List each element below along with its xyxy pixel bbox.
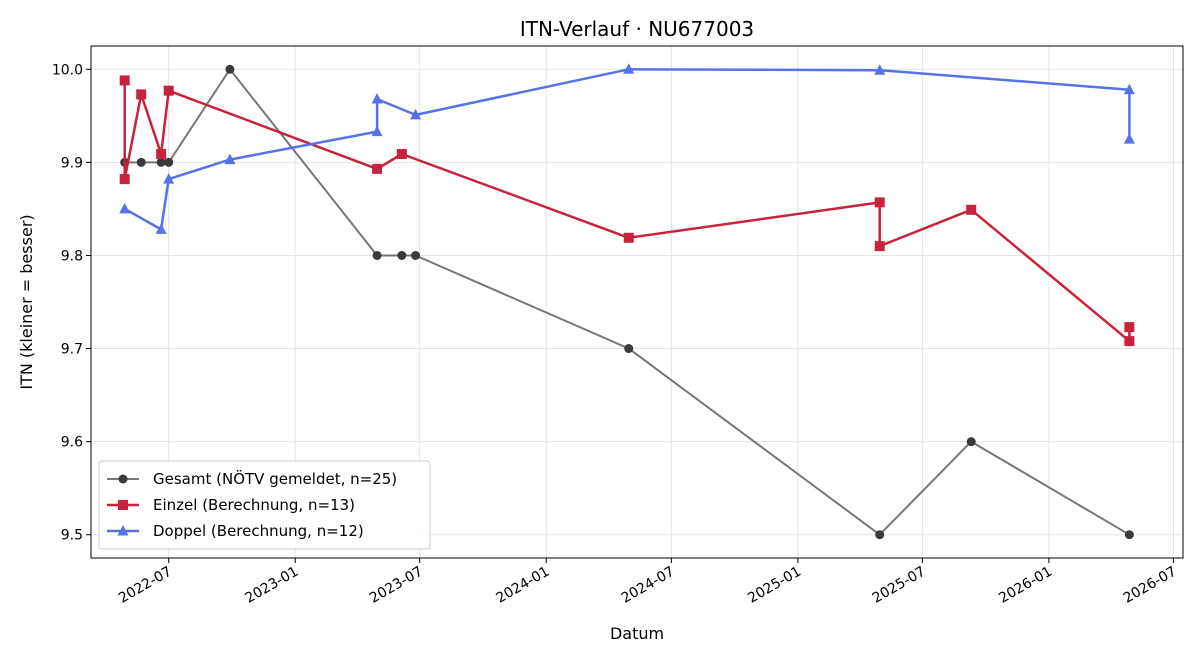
legend-box xyxy=(98,460,431,550)
y-tick-label: 9.8 xyxy=(61,248,83,264)
data-point xyxy=(966,204,977,215)
legend-label: Doppel (Berechnung, n=12) xyxy=(153,522,364,540)
data-point xyxy=(1124,530,1134,540)
series-triangle xyxy=(119,63,1135,234)
x-tick-label: 2025-01 xyxy=(745,564,804,607)
data-point xyxy=(224,153,236,165)
x-tick-label: 2024-07 xyxy=(619,564,678,607)
series-square xyxy=(119,75,1135,347)
data-point xyxy=(1123,83,1135,95)
y-tick-label: 9.7 xyxy=(61,342,83,358)
legend-label: Einzel (Berechnung, n=13) xyxy=(153,496,355,514)
data-point xyxy=(1124,336,1135,347)
x-tick-label: 2024-01 xyxy=(494,564,553,607)
x-tick-label: 2025-07 xyxy=(870,564,929,607)
data-point xyxy=(411,250,421,260)
y-tick-label: 10.0 xyxy=(52,62,83,78)
data-point xyxy=(874,197,885,208)
data-point xyxy=(624,344,634,354)
data-point xyxy=(119,202,131,214)
series-line xyxy=(124,68,1131,231)
plot-frame xyxy=(90,45,1184,559)
y-tick-label: 9.5 xyxy=(61,528,83,544)
y-axis-ticks: 9.5 9.6 9.7 9.8 9.9 10.0 xyxy=(52,62,91,544)
x-tick-label: 2026-07 xyxy=(1121,564,1180,607)
data-point xyxy=(396,148,407,159)
data-point xyxy=(1123,133,1135,144)
data-point xyxy=(623,232,634,243)
series-line xyxy=(123,80,1131,343)
data-point xyxy=(623,63,635,74)
data-point xyxy=(874,241,885,252)
x-tick-label: 2023-01 xyxy=(243,564,302,607)
data-point xyxy=(966,437,976,447)
data-point xyxy=(410,108,422,120)
y-axis-label: ITN (kleiner = besser) xyxy=(17,214,36,389)
y-tick-label: 9.6 xyxy=(61,435,83,451)
legend-marker xyxy=(117,525,129,536)
data-point xyxy=(163,173,175,184)
data-point xyxy=(119,174,130,185)
data-point xyxy=(875,530,885,540)
data-point xyxy=(397,250,407,260)
legend: Gesamt (NÖTV gemeldet, n=25) Einzel (Bere… xyxy=(98,460,431,550)
x-tick-label: 2023-07 xyxy=(367,564,426,607)
data-point xyxy=(372,163,383,174)
data-point xyxy=(874,64,886,75)
x-axis-label: Datum xyxy=(610,624,664,643)
y-tick-label: 9.9 xyxy=(61,155,83,171)
x-tick-label: 2022-07 xyxy=(116,564,175,607)
chart-title: ITN-Verlauf · NU677003 xyxy=(520,17,754,41)
series-layer xyxy=(119,63,1135,540)
data-point xyxy=(119,75,130,86)
data-point xyxy=(371,125,383,137)
data-point xyxy=(156,157,166,167)
x-axis-ticks: 2022-07 2023-01 2023-07 2024-01 2024-07 2025-… xyxy=(116,558,1179,607)
data-point xyxy=(371,93,383,104)
data-point xyxy=(155,223,167,234)
data-point xyxy=(156,148,167,159)
data-point xyxy=(136,89,147,100)
data-point xyxy=(163,85,174,96)
legend-label: Gesamt (NÖTV gemeldet, n=25) xyxy=(153,469,397,488)
data-point xyxy=(136,157,146,167)
legend-marker xyxy=(118,500,128,510)
data-point xyxy=(225,64,235,74)
legend-marker xyxy=(118,474,128,484)
x-tick-label: 2026-01 xyxy=(996,564,1055,607)
data-point xyxy=(164,157,174,167)
data-point xyxy=(372,250,382,260)
data-point xyxy=(1124,322,1135,333)
